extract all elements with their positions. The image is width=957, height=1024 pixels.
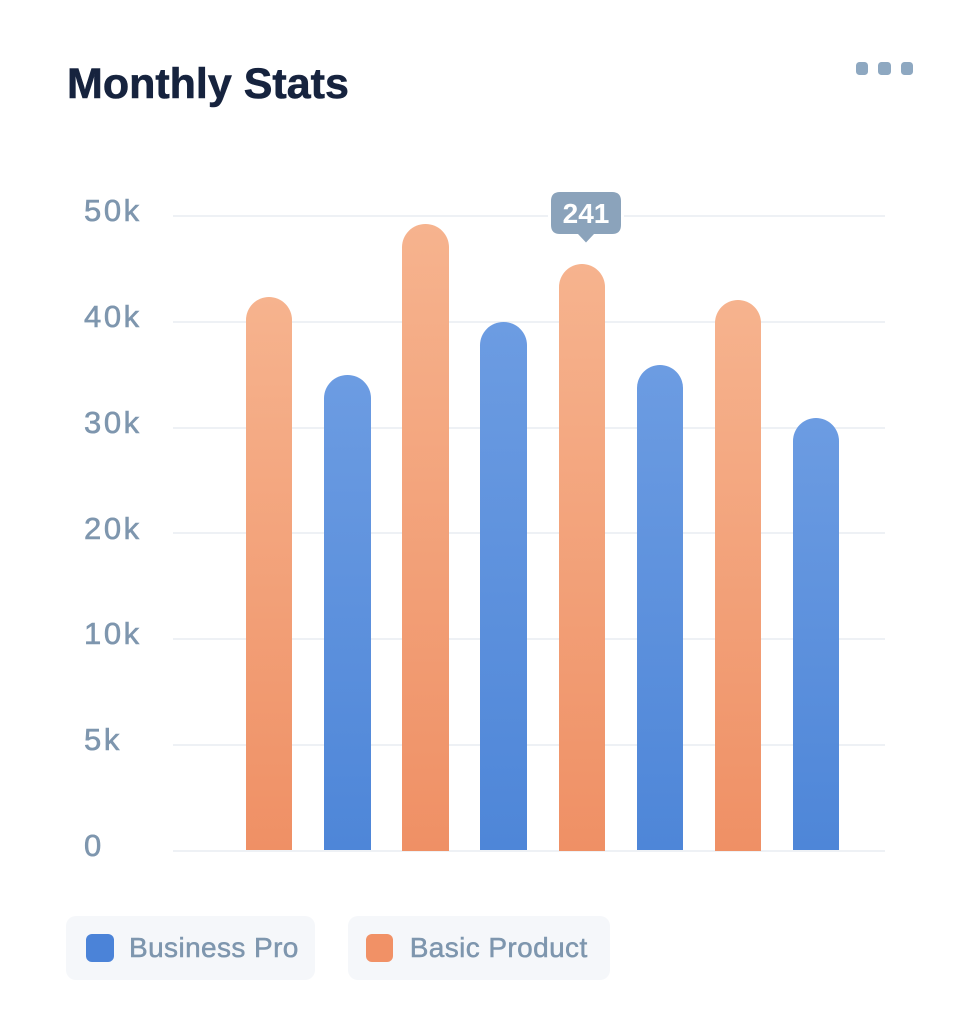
svg-text:241: 241 xyxy=(563,198,610,229)
